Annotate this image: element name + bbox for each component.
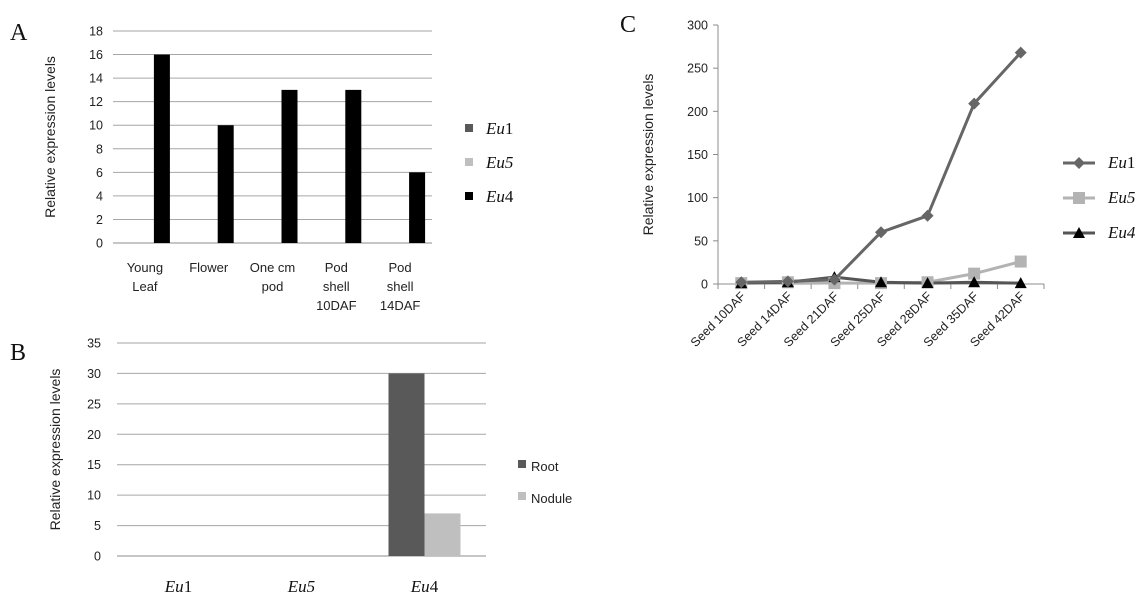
panel-b-label: B (10, 340, 26, 366)
y-axis-label: Relative expression levels (47, 369, 63, 531)
data-point (1014, 255, 1027, 268)
panel-b: B 0 5 10 15 20 25 30 35 Relative expression level… (10, 337, 572, 597)
panel-a: A 0 2 4 6 8 10 12 14 16 18 Relative expression leve… (10, 20, 514, 313)
x-category-label: One cm (250, 260, 296, 275)
y-tick-label: 12 (89, 95, 103, 109)
data-point (828, 273, 841, 286)
bar (424, 513, 461, 556)
data-point (921, 209, 934, 222)
y-tick-label: 2 (96, 213, 103, 227)
x-category-label: shell (387, 279, 414, 294)
y-tick-label: 16 (89, 48, 103, 62)
y-tick-label: 6 (96, 166, 103, 180)
legend-label: Eu1 (485, 119, 513, 138)
legend-swatch (465, 124, 473, 132)
legend-swatch (518, 492, 526, 500)
panel-a-label: A (10, 20, 28, 46)
legend-swatch (518, 460, 526, 468)
x-category-label: Eu4 (410, 577, 439, 596)
x-category-label: shell (323, 279, 350, 294)
data-point (1014, 46, 1027, 59)
bar (345, 89, 362, 243)
x-category-label: Pod (389, 260, 412, 275)
y-tick-label: 20 (87, 428, 101, 442)
x-category-label: Young (127, 260, 163, 275)
y-tick-label: 200 (687, 105, 708, 119)
legend-label: Root (531, 459, 559, 474)
legend-label: Eu5 (485, 153, 513, 172)
bar (388, 373, 425, 556)
y-tick-label: 8 (96, 142, 103, 156)
data-point (875, 226, 887, 239)
legend-label: Nodule (531, 491, 572, 506)
y-tick-label: 0 (701, 278, 708, 292)
data-point (1073, 192, 1085, 204)
legend-label: Eu4 (485, 187, 514, 206)
data-point (1014, 277, 1027, 289)
bar (217, 125, 234, 243)
data-point (968, 276, 981, 288)
y-tick-label: 5 (94, 519, 101, 533)
legend-label: Eu5 (1107, 188, 1135, 207)
y-tick-label: 150 (687, 148, 708, 162)
x-category-label: Eu5 (287, 577, 315, 596)
y-tick-label: 15 (87, 458, 101, 472)
data-point (875, 276, 887, 288)
x-category-label: 14DAF (380, 298, 421, 313)
y-tick-label: 14 (89, 72, 103, 86)
legend-swatch (465, 192, 473, 200)
y-tick-label: 0 (96, 237, 103, 251)
bar (409, 172, 426, 243)
y-tick-label: 25 (87, 397, 101, 411)
panel-c: C 0 50 100 150 200 250 300 Relative expression l… (620, 12, 1136, 350)
legend-label: Eu4 (1107, 223, 1136, 242)
data-point (968, 97, 981, 110)
y-tick-label: 50 (694, 234, 708, 248)
data-point (1073, 227, 1085, 238)
y-axis-label: Relative expression levels (640, 74, 656, 236)
series-line (741, 51, 1022, 284)
y-tick-label: 250 (687, 62, 708, 76)
x-category-label: Eu1 (164, 577, 192, 596)
y-axis-label: Relative expression levels (42, 56, 58, 218)
y-tick-label: 10 (87, 489, 101, 503)
data-point (735, 276, 748, 289)
x-category-label: pod (262, 279, 284, 294)
data-point (921, 277, 934, 289)
bar (281, 89, 298, 243)
y-tick-label: 18 (89, 25, 103, 39)
x-category-label: 10DAF (316, 298, 357, 313)
y-tick-label: 0 (94, 550, 101, 564)
bar (153, 54, 170, 243)
x-category-label: Pod (325, 260, 348, 275)
y-tick-label: 35 (87, 337, 101, 351)
x-category-label: Leaf (132, 279, 158, 294)
data-point (781, 275, 794, 288)
y-tick-label: 30 (87, 367, 101, 381)
y-tick-label: 300 (687, 19, 708, 33)
data-point (1073, 157, 1085, 169)
x-category-label: Flower (189, 260, 229, 275)
legend-label: Eu1 (1107, 153, 1135, 172)
y-tick-label: 100 (687, 191, 708, 205)
legend-swatch (465, 158, 473, 166)
panel-c-label: C (620, 12, 636, 38)
y-tick-label: 10 (89, 119, 103, 133)
data-point (968, 267, 981, 280)
y-tick-label: 4 (96, 189, 103, 203)
